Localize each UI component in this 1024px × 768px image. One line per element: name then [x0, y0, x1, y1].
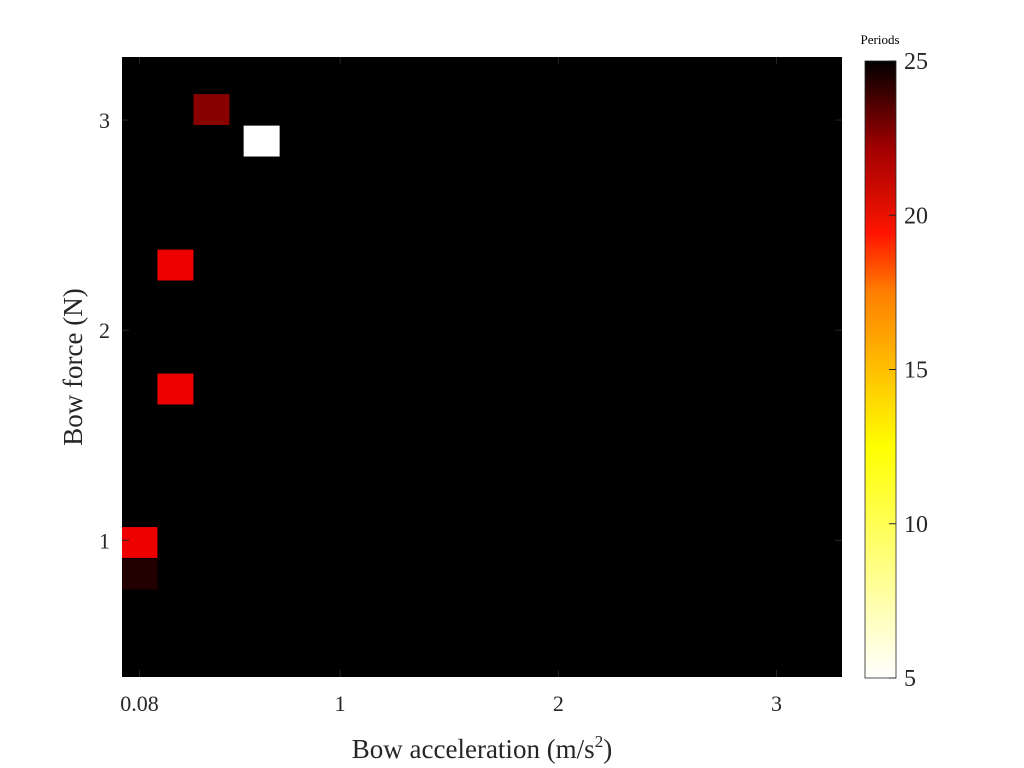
colorbar: Periods 5 10 15 20 25	[861, 32, 929, 692]
x-axis-title-end: )	[603, 734, 612, 764]
heatmap-cell	[122, 558, 158, 590]
colorbar-tick-label: 25	[904, 49, 928, 75]
plot-area: 0.08 1 2 3 1 2 3	[99, 57, 842, 716]
heatmap-cell	[243, 125, 280, 157]
x-axis-ticks: 0.08 1 2 3	[120, 57, 782, 716]
colorbar-tick-label: 10	[904, 512, 928, 538]
heatmap-cell	[157, 373, 194, 405]
colorbar-tick-label: 20	[904, 203, 928, 229]
x-axis-title-superscript: 2	[595, 732, 604, 751]
colorbar-title: Periods	[861, 32, 900, 47]
heatmap-background	[122, 57, 842, 677]
heatmap-cells	[122, 94, 280, 590]
y-tick-label: 1	[99, 528, 110, 553]
x-tick-label: 3	[771, 691, 782, 716]
y-tick-label: 3	[99, 108, 110, 133]
y-axis-title: Bow force (N)	[58, 288, 88, 445]
x-axis-title: Bow acceleration (m/s2)	[352, 732, 612, 764]
y-axis-ticks: 1 2 3	[99, 108, 842, 553]
heatmap-cell	[122, 527, 158, 558]
colorbar-tick-label: 5	[904, 666, 916, 692]
heatmap-cell	[157, 249, 194, 281]
x-tick-label: 0.08	[120, 691, 159, 716]
y-tick-label: 2	[99, 318, 110, 343]
x-tick-label: 1	[335, 691, 346, 716]
heatmap-cell	[193, 94, 230, 125]
colorbar-tick-label: 15	[904, 358, 928, 384]
colorbar-ticks: 5 10 15 20 25	[889, 49, 928, 692]
x-tick-label: 2	[553, 691, 564, 716]
x-axis-title-main: Bow acceleration (m/s	[352, 734, 595, 764]
